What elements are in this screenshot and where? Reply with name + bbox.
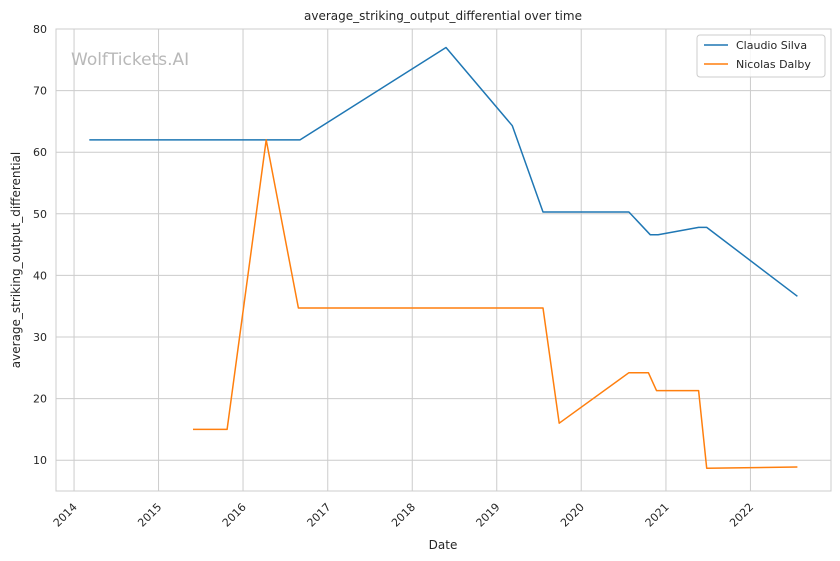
plot-frame bbox=[55, 28, 832, 492]
series-layer bbox=[89, 46, 798, 469]
y-tick-label: 80 bbox=[33, 23, 47, 36]
y-tick-label: 50 bbox=[33, 208, 47, 221]
watermark: WolfTickets.AI bbox=[71, 50, 189, 70]
y-axis-label: average_striking_output_differential bbox=[9, 152, 23, 368]
plot-background bbox=[56, 29, 831, 491]
legend-label-claudio-silva: Claudio Silva bbox=[736, 39, 807, 52]
series-line-claudio-silva bbox=[89, 46, 798, 297]
chart-title: average_striking_output_differential ove… bbox=[304, 9, 582, 23]
y-tick-label: 40 bbox=[33, 269, 47, 282]
y-tick-label: 70 bbox=[33, 85, 47, 98]
y-tick-label: 20 bbox=[33, 393, 47, 406]
y-tick-labels: 10 20 30 40 50 60 70 80 bbox=[33, 23, 47, 467]
y-tick-label: 10 bbox=[33, 454, 47, 467]
y-tick-label: 60 bbox=[33, 146, 47, 159]
y-tick-label: 30 bbox=[33, 331, 47, 344]
series-line-nicolas-dalby bbox=[193, 139, 798, 469]
legend-box bbox=[696, 34, 826, 78]
x-axis-label: Date bbox=[429, 538, 458, 552]
grid bbox=[56, 28, 831, 491]
legend: Claudio Silva Nicolas Dalby bbox=[696, 34, 826, 78]
legend-label-nicolas-dalby: Nicolas Dalby bbox=[736, 58, 811, 71]
